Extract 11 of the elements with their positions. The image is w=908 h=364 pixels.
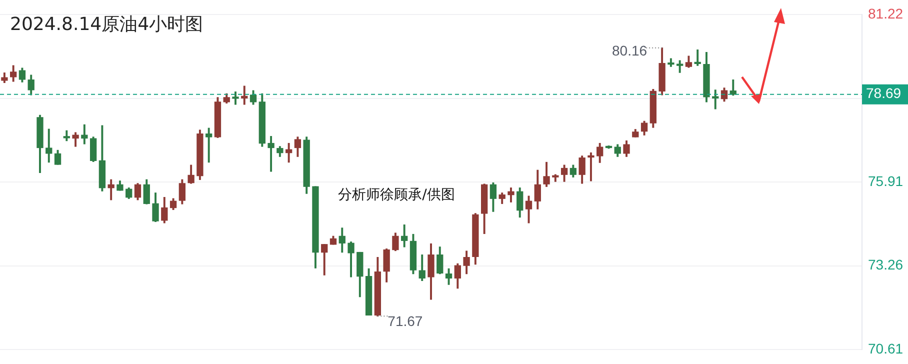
y-tick-label: 75.91 (868, 173, 904, 190)
chart-title: 2024.8.14原油4小时图 (10, 13, 204, 36)
candlestick (694, 49, 701, 66)
annotation: 分析师徐顾承/供图 (338, 187, 455, 204)
y-tick-label: 70.61 (868, 340, 904, 356)
ref-line-label: 78.69 (866, 85, 902, 102)
y-tick-label: 81.22 (868, 5, 904, 22)
annotation: 80.16 (612, 42, 648, 59)
candlestick (588, 152, 594, 182)
annotation: 71.67 (388, 312, 423, 329)
y-tick-label: 73.26 (868, 256, 904, 273)
